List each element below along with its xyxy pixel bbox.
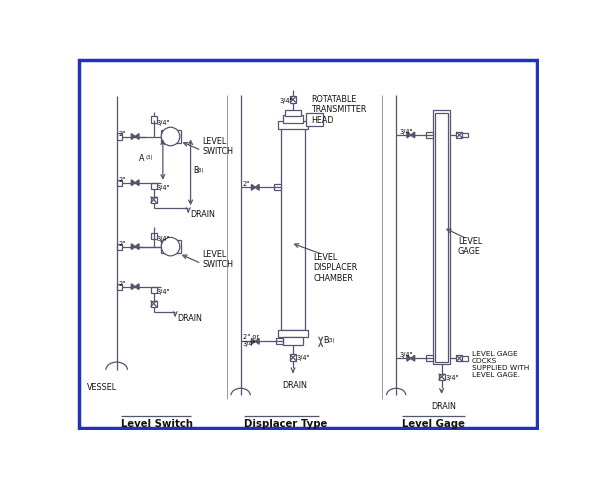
- Bar: [176, 241, 182, 253]
- Text: 3/4": 3/4": [157, 289, 170, 295]
- Bar: [426, 132, 433, 138]
- Circle shape: [161, 127, 180, 146]
- Text: LEVEL
DISPLACER
CHAMBER: LEVEL DISPLACER CHAMBER: [313, 253, 357, 283]
- Polygon shape: [255, 185, 259, 190]
- Bar: [290, 97, 296, 102]
- Text: LEVEL
SWITCH: LEVEL SWITCH: [202, 137, 233, 156]
- Text: DRAIN: DRAIN: [431, 402, 456, 411]
- Text: DRAIN: DRAIN: [177, 314, 203, 324]
- Polygon shape: [411, 132, 415, 138]
- Text: (3): (3): [328, 338, 335, 343]
- Text: 3/4": 3/4": [157, 120, 170, 126]
- Polygon shape: [251, 339, 255, 344]
- Polygon shape: [135, 284, 139, 289]
- Bar: [456, 355, 462, 361]
- Text: 2": 2": [119, 241, 126, 247]
- Bar: [150, 183, 157, 189]
- Bar: [462, 133, 468, 137]
- Polygon shape: [407, 132, 411, 138]
- Text: LEVEL
SWITCH: LEVEL SWITCH: [202, 250, 233, 270]
- Text: B: B: [323, 337, 329, 345]
- Text: DRAIN: DRAIN: [282, 382, 307, 390]
- Circle shape: [161, 237, 180, 256]
- Bar: [439, 374, 445, 380]
- Polygon shape: [411, 355, 415, 361]
- Text: 3/4": 3/4": [279, 98, 293, 104]
- Text: Level Switch: Level Switch: [121, 419, 194, 429]
- Text: 3/4": 3/4": [296, 355, 310, 361]
- Text: A: A: [139, 154, 144, 163]
- Polygon shape: [407, 355, 411, 361]
- Text: (3): (3): [197, 168, 204, 173]
- Polygon shape: [135, 134, 139, 140]
- Text: LEVEL
GAGE: LEVEL GAGE: [458, 237, 482, 256]
- Polygon shape: [131, 284, 135, 289]
- Polygon shape: [251, 185, 255, 190]
- Text: Displacer Type: Displacer Type: [245, 419, 328, 429]
- Bar: [456, 132, 462, 138]
- Bar: [306, 113, 323, 127]
- Text: 3/4": 3/4": [399, 352, 413, 358]
- Bar: [276, 338, 283, 344]
- Bar: [117, 243, 122, 250]
- Bar: [161, 241, 166, 253]
- Bar: [281, 127, 305, 330]
- Text: 3/4": 3/4": [157, 236, 170, 242]
- Polygon shape: [135, 180, 139, 185]
- Bar: [462, 356, 468, 361]
- Polygon shape: [135, 244, 139, 250]
- Bar: [150, 300, 157, 307]
- Bar: [283, 115, 303, 123]
- Bar: [150, 197, 157, 203]
- Bar: [150, 116, 157, 123]
- Bar: [278, 330, 308, 338]
- Text: 2" or
3/4": 2" or 3/4": [243, 334, 259, 347]
- Text: 2": 2": [119, 177, 126, 184]
- Bar: [150, 286, 157, 293]
- Bar: [150, 233, 157, 239]
- Text: B: B: [193, 166, 198, 175]
- Bar: [278, 121, 308, 129]
- Bar: [290, 355, 296, 361]
- Bar: [176, 130, 182, 142]
- Text: 2": 2": [119, 131, 126, 137]
- Text: Level Gage: Level Gage: [402, 419, 465, 429]
- Bar: [283, 338, 303, 345]
- Text: LEVEL GAGE
COCKS
SUPPLIED WITH
LEVEL GAGE.: LEVEL GAGE COCKS SUPPLIED WITH LEVEL GAG…: [472, 351, 529, 378]
- Bar: [436, 113, 448, 362]
- Bar: [426, 355, 433, 361]
- Bar: [284, 110, 302, 116]
- Bar: [273, 184, 281, 190]
- Text: (3): (3): [146, 155, 153, 160]
- Text: 3/4": 3/4": [157, 185, 170, 191]
- Bar: [117, 180, 122, 186]
- Text: 2": 2": [243, 181, 250, 187]
- Text: 2": 2": [119, 281, 126, 287]
- Polygon shape: [131, 180, 135, 185]
- Bar: [117, 133, 122, 140]
- Polygon shape: [131, 244, 135, 250]
- Bar: [117, 284, 122, 290]
- Bar: [161, 130, 166, 142]
- Text: VESSEL: VESSEL: [87, 383, 118, 392]
- Polygon shape: [255, 339, 259, 344]
- Bar: [433, 110, 450, 364]
- Text: ROTATABLE
TRANSMITTER
HEAD: ROTATABLE TRANSMITTER HEAD: [311, 95, 367, 125]
- Polygon shape: [131, 134, 135, 140]
- Text: 3/4": 3/4": [445, 375, 459, 381]
- Text: 3/4": 3/4": [399, 129, 413, 135]
- Text: DRAIN: DRAIN: [191, 210, 216, 219]
